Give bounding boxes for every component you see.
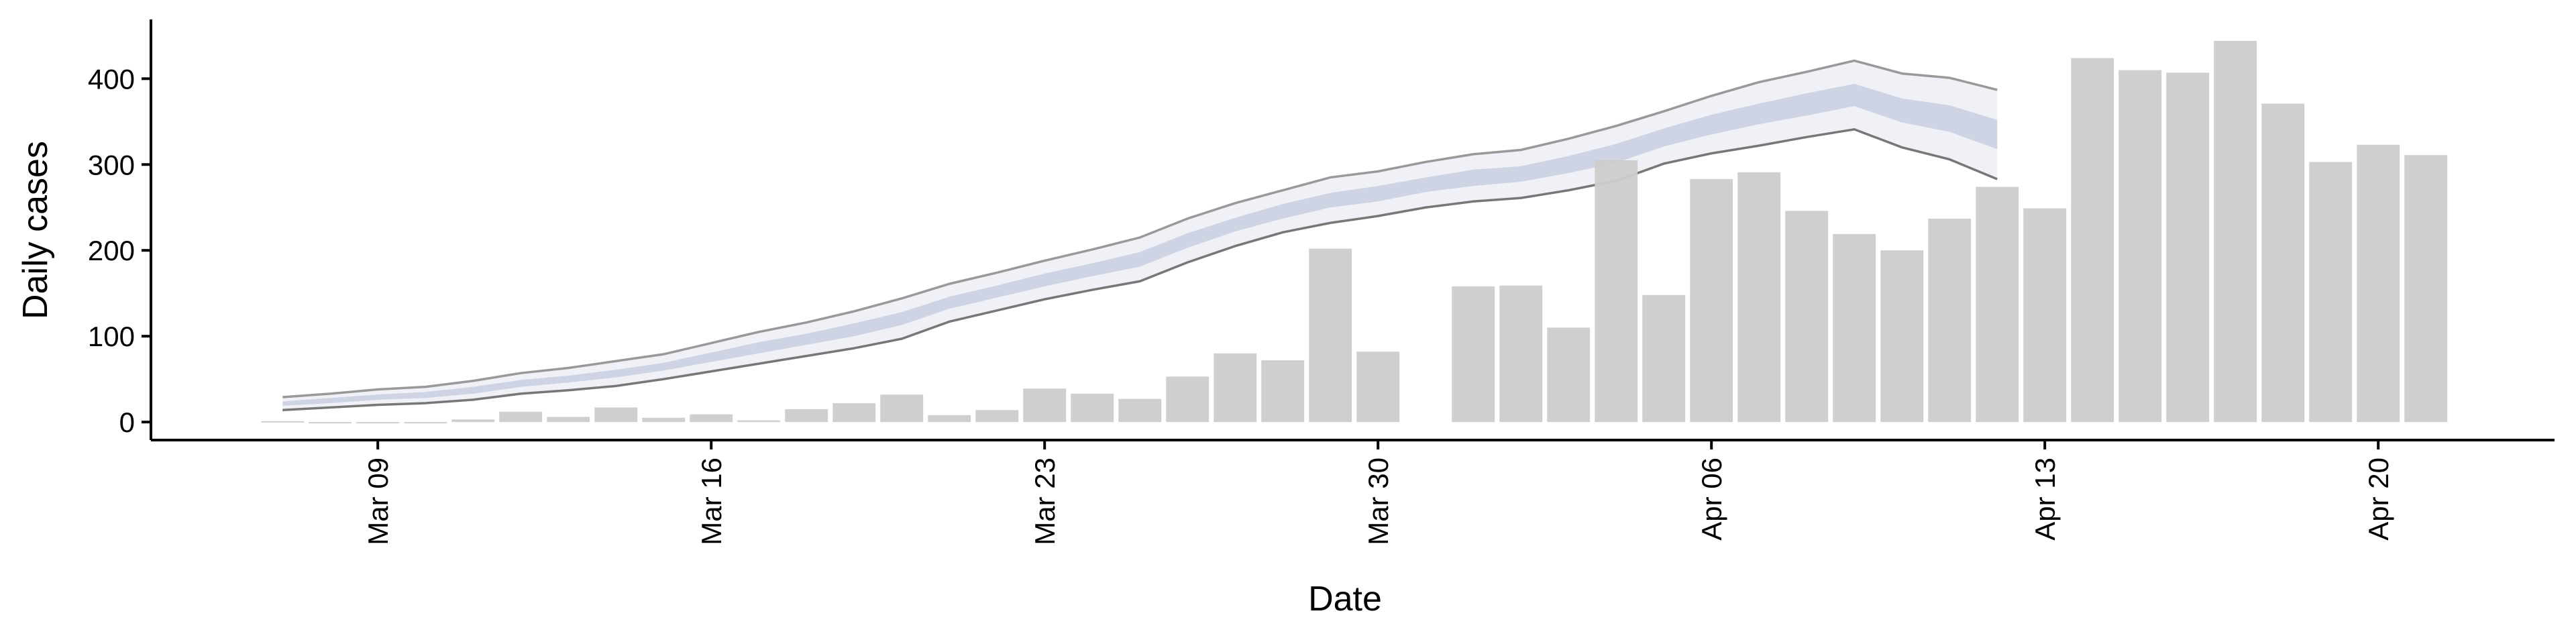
bar [1261, 360, 1305, 423]
x-tick-label: Mar 30 [1362, 458, 1394, 545]
bar [1976, 186, 2019, 423]
bar [785, 409, 828, 423]
bar [1166, 376, 1210, 423]
bar [547, 417, 590, 423]
bar [1309, 248, 1352, 423]
y-axis-label: Daily cases [16, 141, 55, 319]
bar [1071, 393, 1114, 423]
bar [2071, 58, 2114, 423]
y-tick-label: 400 [88, 63, 135, 95]
y-tick-label: 0 [119, 407, 135, 438]
bar [1642, 294, 1686, 423]
bar [451, 419, 495, 423]
bar [2261, 103, 2305, 423]
bar [642, 417, 686, 423]
bar [356, 422, 400, 424]
x-tick-label: Mar 09 [362, 458, 394, 545]
bar [1356, 352, 1400, 423]
x-tick-label: Apr 20 [2363, 458, 2394, 541]
bar [309, 422, 352, 424]
bar [690, 414, 733, 423]
x-tick-label: Mar 16 [696, 458, 727, 545]
bar [928, 415, 971, 423]
bar [261, 421, 305, 423]
bar [1499, 285, 1543, 423]
y-tick-label: 300 [88, 149, 135, 180]
bar [2309, 162, 2353, 423]
bar [404, 422, 447, 424]
band-line [282, 127, 1998, 411]
x-tick-label: Apr 06 [1696, 458, 1727, 541]
x-axis-label: Date [1308, 580, 1382, 619]
bar [2118, 70, 2162, 423]
bar [737, 420, 781, 423]
bar [2023, 208, 2067, 423]
bar [2357, 144, 2400, 423]
bar [2214, 40, 2257, 423]
bar [1595, 160, 1638, 423]
y-tick-label: 200 [88, 235, 135, 266]
bar [880, 394, 924, 423]
bar [2166, 72, 2210, 423]
bar [594, 407, 638, 423]
x-tick-label: Mar 23 [1029, 458, 1061, 545]
bar [1928, 218, 1972, 423]
bar [1785, 211, 1829, 423]
band-area [282, 60, 1998, 411]
bar [1214, 353, 1257, 423]
y-tick-label: 100 [88, 321, 135, 352]
bar [1690, 179, 1733, 423]
bar [1833, 233, 1876, 423]
band-area [282, 83, 1998, 406]
x-tick-label: Apr 13 [2029, 458, 2061, 541]
bar [833, 402, 876, 423]
bar [2404, 155, 2448, 423]
bar [975, 410, 1019, 423]
band-line [282, 59, 1998, 398]
bar [1023, 388, 1067, 423]
bar [499, 411, 543, 423]
bar [1118, 398, 1162, 423]
bar [1880, 250, 1924, 423]
bar [1452, 286, 1495, 423]
bar [1547, 327, 1591, 423]
bar [1737, 172, 1781, 423]
